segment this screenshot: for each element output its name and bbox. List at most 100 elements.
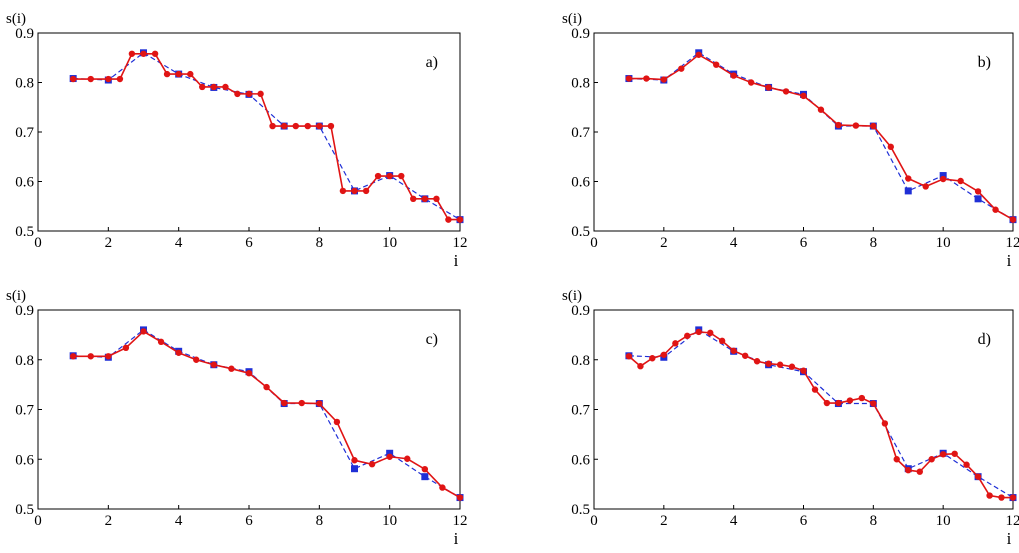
data-point-approx	[105, 353, 112, 360]
data-point-approx	[351, 187, 358, 195]
x-tick-label: 8	[316, 513, 324, 529]
x-tick-label: 6	[800, 235, 808, 251]
data-point-approx	[228, 365, 235, 372]
data-point-approx	[87, 75, 94, 83]
data-point-approx	[404, 455, 411, 462]
data-point-approx	[957, 177, 964, 185]
y-tick-label: 0.8	[15, 76, 34, 92]
data-point-approx	[741, 352, 749, 359]
data-point-approx	[881, 420, 889, 427]
panel-label: c)	[426, 331, 438, 348]
data-point-reference	[421, 473, 429, 481]
data-point-approx	[765, 360, 772, 367]
data-point-reference	[904, 187, 912, 195]
y-tick-label: 0.8	[571, 76, 590, 92]
x-tick-label: 6	[245, 513, 253, 529]
data-point-approx	[157, 338, 165, 346]
data-point-approx	[245, 369, 253, 377]
y-axis-label: s(i)	[562, 11, 582, 27]
data-point-approx	[140, 50, 147, 57]
data-point-approx	[643, 75, 650, 82]
data-point-approx	[905, 466, 912, 474]
data-point-approx	[730, 347, 737, 354]
data-point-approx	[116, 75, 124, 83]
x-tick-label: 2	[660, 513, 668, 529]
data-point-approx	[782, 88, 790, 95]
data-point-approx	[916, 468, 923, 475]
data-point-approx	[776, 361, 784, 368]
data-point-approx	[210, 83, 218, 91]
data-point-approx	[304, 122, 311, 130]
x-tick-label: 0	[34, 513, 42, 529]
data-point-approx	[263, 383, 270, 391]
data-point-approx	[175, 349, 182, 356]
x-tick-label: 8	[316, 235, 324, 251]
series-line-reference	[628, 329, 1014, 499]
data-point-approx	[316, 400, 323, 407]
data-point-approx	[998, 494, 1005, 501]
data-point-approx	[800, 367, 807, 374]
series-line-approx	[73, 330, 461, 499]
x-tick-label: 0	[590, 513, 598, 529]
chart-panel-b: 0.5 0.6 0.7 0.8 0.9 0 2 4 6 8 10 12 s(i) i b)	[562, 11, 1019, 270]
x-axis-label: i	[454, 529, 459, 548]
series-line-approx	[628, 331, 1013, 499]
data-point-approx	[456, 216, 464, 223]
x-axis-label: i	[454, 251, 459, 270]
data-point-approx	[887, 143, 894, 151]
data-point-approx	[368, 461, 376, 468]
data-point-reference	[386, 449, 394, 457]
y-tick-label: 0.7	[571, 403, 590, 419]
x-tick-label: 0	[34, 235, 42, 251]
data-point-approx	[939, 451, 947, 458]
data-point-approx	[625, 75, 633, 82]
x-tick-label: 12	[1006, 513, 1019, 529]
y-tick-label: 0.5	[571, 502, 590, 518]
data-point-approx	[257, 90, 264, 98]
data-point-approx	[421, 195, 429, 203]
data-point-approx	[1009, 494, 1017, 501]
data-point-approx	[333, 418, 341, 426]
data-point-approx	[817, 106, 825, 113]
data-point-approx	[835, 121, 842, 129]
data-point-approx	[992, 206, 999, 213]
x-tick-label: 4	[730, 513, 738, 529]
x-tick-label: 6	[245, 235, 253, 251]
data-point-approx	[637, 363, 644, 370]
data-point-approx	[695, 51, 702, 58]
data-point-approx	[298, 399, 305, 407]
series-line-approx	[628, 53, 1014, 221]
x-tick-label: 8	[870, 513, 878, 529]
data-point-approx	[187, 70, 194, 78]
y-tick-label: 0.5	[571, 224, 590, 240]
data-point-reference	[939, 172, 947, 180]
x-tick-label: 0	[590, 235, 598, 251]
data-point-approx	[649, 355, 656, 362]
data-point-approx	[747, 79, 755, 86]
data-point-approx	[163, 70, 171, 78]
panel-label: b)	[978, 54, 991, 71]
data-point-approx	[292, 122, 299, 130]
data-point-approx	[351, 457, 358, 464]
data-point-approx	[684, 332, 691, 340]
data-point-approx	[421, 466, 429, 473]
data-point-approx	[234, 90, 241, 98]
y-tick-label: 0.7	[15, 403, 34, 419]
data-point-approx	[974, 188, 982, 195]
x-axis-label: i	[1007, 251, 1012, 270]
data-point-approx	[128, 50, 136, 57]
x-tick-label: 12	[453, 235, 468, 251]
x-tick-label: 10	[936, 235, 951, 251]
data-point-approx	[730, 72, 737, 79]
data-point-approx	[695, 328, 702, 336]
data-point-approx	[800, 92, 807, 100]
plot-frame	[37, 32, 461, 232]
data-point-reference	[974, 195, 982, 203]
data-point-approx	[846, 397, 854, 404]
data-point-approx	[410, 195, 417, 203]
data-point-approx	[905, 175, 912, 182]
data-point-approx	[963, 461, 970, 468]
data-point-approx	[439, 484, 446, 491]
data-point-approx	[374, 172, 382, 180]
